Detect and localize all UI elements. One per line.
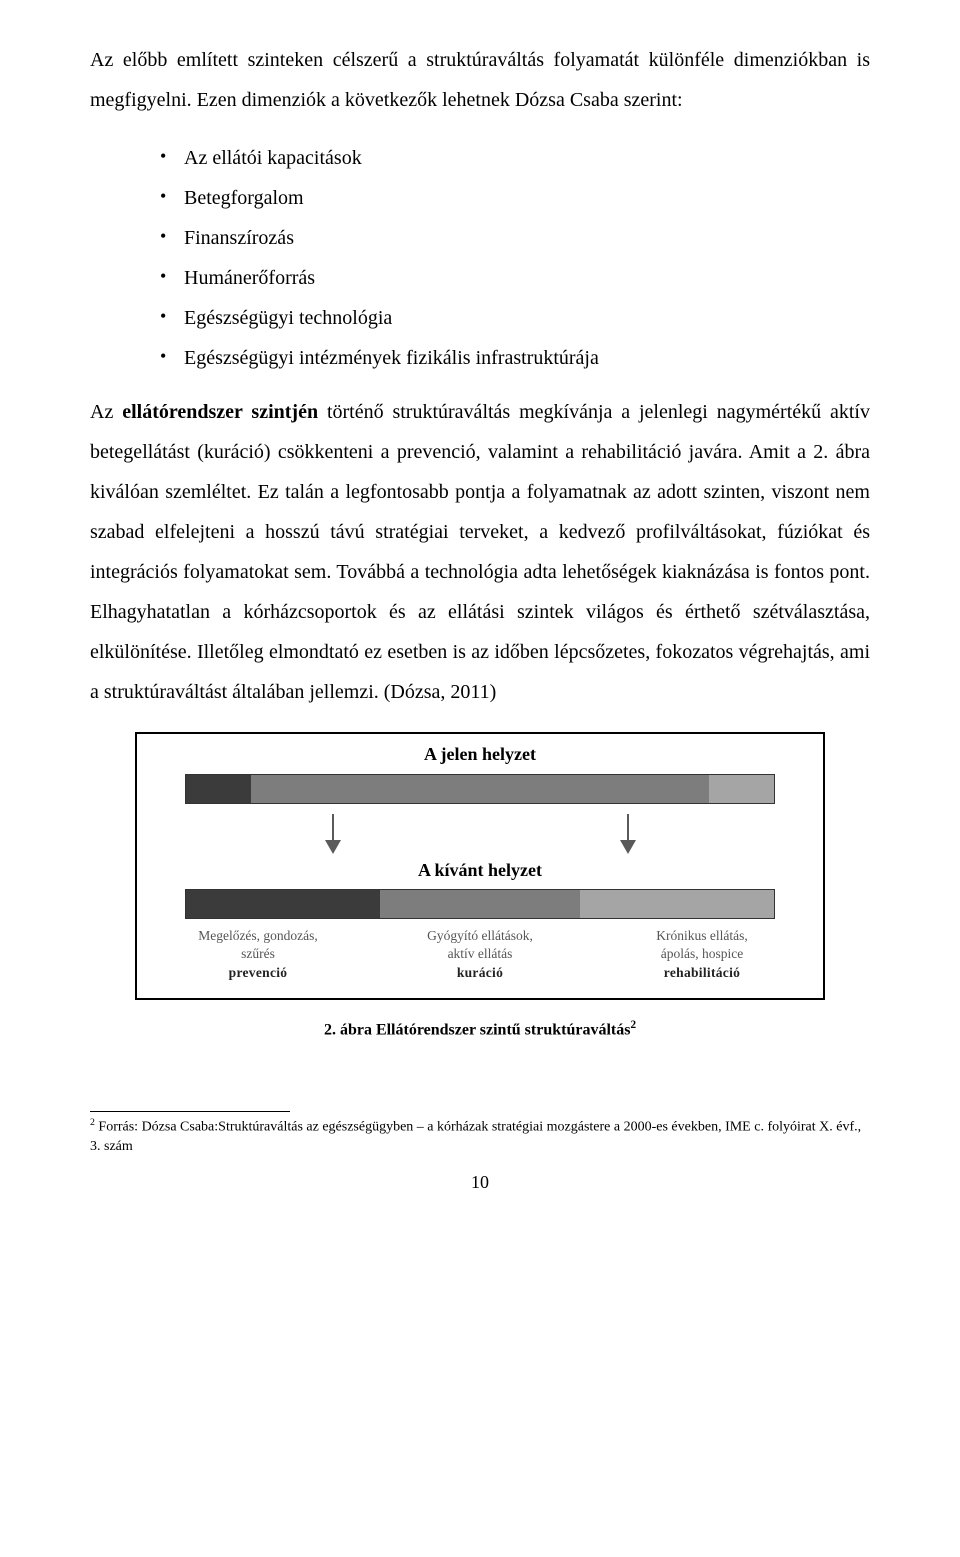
category-labels: Megelőzés, gondozás, szűrés prevenció Gy…: [147, 923, 813, 982]
list-item: Egészségügyi intézmények fizikális infra…: [160, 338, 870, 378]
cat-bold: prevenció: [229, 965, 288, 980]
category-col: Gyógyító ellátások, aktív ellátás kuráci…: [369, 927, 591, 982]
list-item: Betegforgalom: [160, 178, 870, 218]
cat-line: Megelőzés, gondozás,: [198, 928, 318, 943]
bar-bottom-seg-1: [186, 890, 380, 918]
bar-bottom-seg-3: [580, 890, 774, 918]
caption-text: 2. ábra Ellátórendszer szintű struktúrav…: [324, 1021, 631, 1038]
para2-bold: ellátórendszer szintjén: [122, 401, 318, 423]
cat-bold: kuráció: [457, 965, 503, 980]
list-item: Finanszírozás: [160, 218, 870, 258]
caption-sup: 2: [630, 1019, 636, 1031]
footnote: 2 Forrás: Dózsa Csaba:Struktúraváltás az…: [90, 1116, 870, 1156]
figure-frame: A jelen helyzet A kívánt helyzet Me: [135, 732, 825, 1000]
dimensions-list: Az ellátói kapacitások Betegforgalom Fin…: [90, 138, 870, 378]
figure-caption: 2. ábra Ellátórendszer szintű struktúrav…: [135, 1018, 825, 1041]
bar-bottom: [185, 889, 775, 919]
cat-line: Krónikus ellátás,: [656, 928, 747, 943]
figure-2: A jelen helyzet A kívánt helyzet Me: [135, 732, 825, 1041]
bar-bottom-seg-2: [380, 890, 580, 918]
bar-top-seg-2: [251, 775, 710, 803]
cat-line: aktív ellátás: [448, 946, 513, 961]
bar-top-seg-1: [186, 775, 251, 803]
arrows-row: [147, 808, 813, 856]
cat-line: szűrés: [241, 946, 275, 961]
figure-title-mid: A kívánt helyzet: [147, 860, 813, 882]
list-item: Humánerőforrás: [160, 258, 870, 298]
cat-line: Gyógyító ellátások,: [427, 928, 533, 943]
cat-bold: rehabilitáció: [664, 965, 740, 980]
bar-top: [185, 774, 775, 804]
arrow-down-icon: [613, 812, 643, 856]
page-number: 10: [90, 1164, 870, 1200]
list-item: Egészségügyi technológia: [160, 298, 870, 338]
category-col: Krónikus ellátás, ápolás, hospice rehabi…: [591, 927, 813, 982]
main-paragraph: Az ellátórendszer szintjén történő struk…: [90, 392, 870, 712]
list-item: Az ellátói kapacitások: [160, 138, 870, 178]
para2-pre: Az: [90, 401, 122, 423]
footnote-text: Forrás: Dózsa Csaba:Struktúraváltás az e…: [90, 1120, 861, 1154]
category-col: Megelőzés, gondozás, szűrés prevenció: [147, 927, 369, 982]
bar-top-seg-3: [709, 775, 774, 803]
footnote-rule: [90, 1111, 290, 1112]
para2-post: történő struktúraváltás megkívánja a jel…: [90, 401, 870, 703]
intro-paragraph: Az előbb említett szinteken célszerű a s…: [90, 40, 870, 120]
arrow-down-icon: [318, 812, 348, 856]
figure-title-top: A jelen helyzet: [147, 744, 813, 766]
cat-line: ápolás, hospice: [661, 946, 743, 961]
